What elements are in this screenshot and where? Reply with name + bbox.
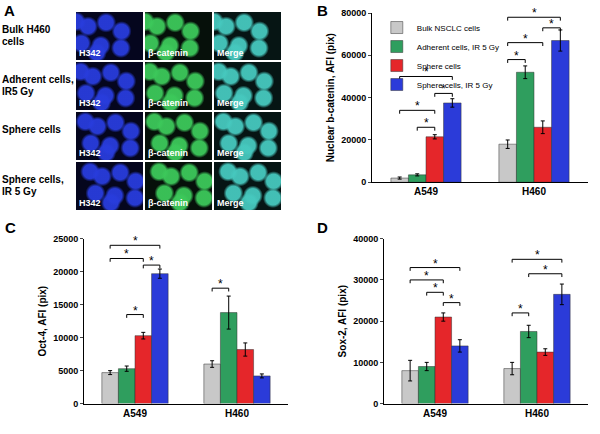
svg-text:Bulk NSCLC cells: Bulk NSCLC cells: [417, 24, 480, 33]
svg-text:H460: H460: [525, 408, 549, 419]
svg-text:A549: A549: [414, 186, 438, 197]
svg-text:60000: 60000: [341, 50, 366, 60]
html-text:H342: H342: [79, 198, 101, 208]
html-text:β-catenin: β-catenin: [148, 148, 188, 158]
svg-text:*: *: [218, 277, 223, 291]
svg-text:*: *: [133, 234, 138, 248]
svg-text:40000: 40000: [341, 93, 366, 103]
svg-text:A549: A549: [423, 408, 447, 419]
svg-text:Sox-2, AFI (pix): Sox-2, AFI (pix): [337, 285, 348, 357]
html-text:H342: H342: [79, 48, 101, 58]
svg-text:*: *: [424, 65, 429, 79]
svg-text:*: *: [532, 6, 537, 20]
svg-text:0: 0: [373, 399, 378, 409]
svg-text:40000: 40000: [353, 234, 378, 244]
svg-text:*: *: [133, 304, 138, 318]
svg-text:10000: 10000: [53, 333, 78, 343]
html-text:Merge: Merge: [217, 148, 244, 158]
svg-text:B: B: [317, 2, 328, 19]
svg-text:*: *: [433, 281, 438, 295]
svg-text:20000: 20000: [353, 316, 378, 326]
svg-text:*: *: [149, 254, 154, 268]
svg-text:*: *: [535, 248, 540, 262]
html-text:Sphere cells: Sphere cells: [2, 124, 61, 135]
html-text:Sphere cells, IR 5 Gy: Sphere cells, IR 5 Gy: [2, 174, 64, 197]
html-text:Bulk H460 cells: Bulk H460 cells: [2, 24, 51, 47]
svg-text:*: *: [433, 257, 438, 271]
svg-text:A549: A549: [123, 408, 147, 419]
svg-text:*: *: [449, 292, 454, 306]
html-text:Merge: Merge: [217, 48, 244, 58]
svg-text:H460: H460: [225, 408, 249, 419]
svg-text:Adherent cells, IR 5 Gy: Adherent cells, IR 5 Gy: [417, 43, 499, 52]
svg-text:C: C: [5, 219, 16, 236]
html-text:Adherent cells, IR5 Gy: Adherent cells, IR5 Gy: [2, 74, 74, 97]
svg-text:Sphere cells, IR 5 Gy: Sphere cells, IR 5 Gy: [417, 81, 493, 90]
svg-text:20000: 20000: [53, 267, 78, 277]
html-text:A: A: [4, 2, 15, 19]
svg-text:*: *: [424, 269, 429, 283]
svg-text:*: *: [543, 263, 548, 277]
svg-text:D: D: [317, 219, 328, 236]
svg-text:15000: 15000: [53, 300, 78, 310]
html-text:β-catenin: β-catenin: [148, 198, 188, 208]
svg-text:0: 0: [73, 399, 78, 409]
svg-text:H460: H460: [522, 186, 546, 197]
html-text:H342: H342: [79, 98, 101, 108]
html-text:β-catenin: β-catenin: [148, 98, 188, 108]
svg-text:10000: 10000: [353, 358, 378, 368]
html-text:H342: H342: [79, 148, 101, 158]
html-text:Merge: Merge: [217, 198, 244, 208]
svg-text:*: *: [549, 17, 554, 31]
svg-text:0: 0: [361, 177, 366, 187]
svg-text:*: *: [514, 49, 519, 63]
html-text:β-catenin: β-catenin: [148, 48, 188, 58]
svg-text:20000: 20000: [341, 135, 366, 145]
svg-text:*: *: [518, 302, 523, 316]
svg-text:5000: 5000: [58, 366, 78, 376]
svg-text:*: *: [424, 116, 429, 130]
svg-text:Oct-4, AFI (pix): Oct-4, AFI (pix): [37, 286, 48, 357]
svg-text:30000: 30000: [353, 275, 378, 285]
svg-text:80000: 80000: [341, 8, 366, 18]
svg-text:*: *: [441, 82, 446, 96]
svg-text:Sphere cells: Sphere cells: [417, 62, 461, 71]
svg-text:25000: 25000: [53, 234, 78, 244]
svg-text:*: *: [523, 32, 528, 46]
svg-text:Nuclear b-catenin, AFI (pix): Nuclear b-catenin, AFI (pix): [325, 33, 336, 162]
html-text:Merge: Merge: [217, 98, 244, 108]
svg-text:*: *: [415, 99, 420, 113]
svg-text:*: *: [124, 247, 129, 261]
